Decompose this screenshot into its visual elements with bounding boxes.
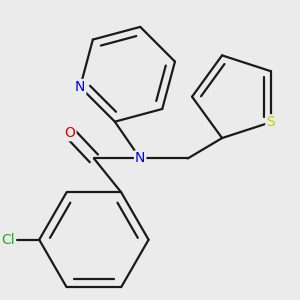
Text: O: O [64,126,76,140]
Text: Cl: Cl [2,233,15,247]
Text: N: N [135,152,146,165]
Text: N: N [75,80,85,94]
Text: S: S [266,115,275,129]
